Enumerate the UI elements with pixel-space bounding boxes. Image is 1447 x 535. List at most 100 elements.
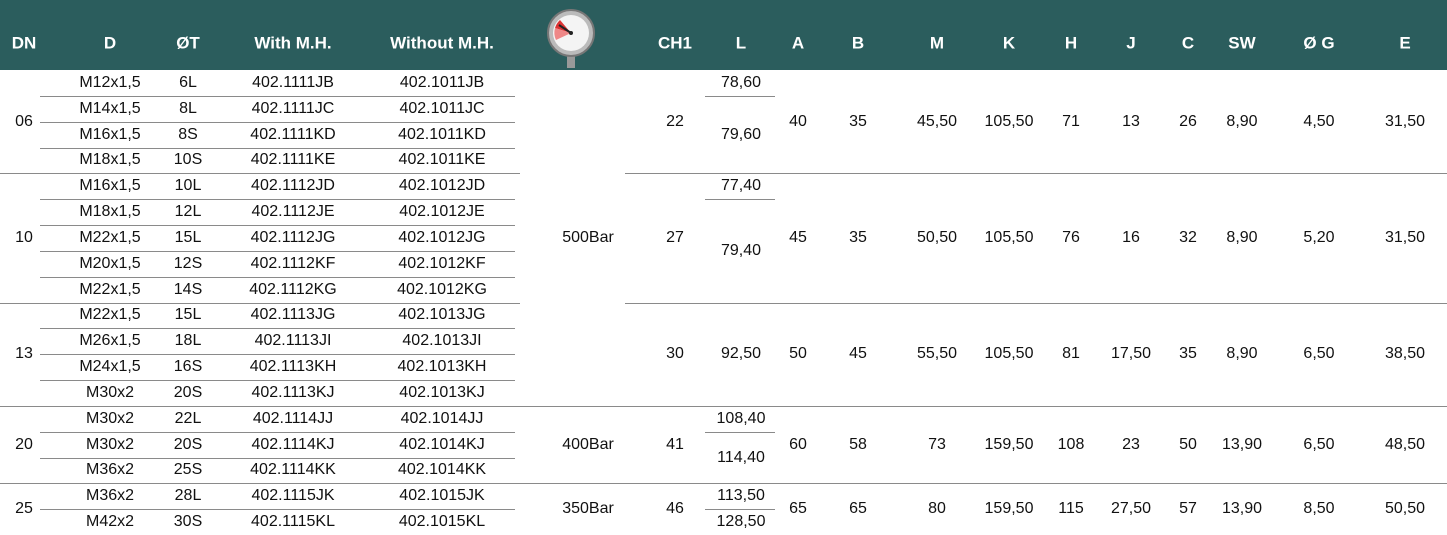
cell: 16S xyxy=(174,359,202,375)
dn: 20 xyxy=(15,437,33,453)
h: 108 xyxy=(1058,437,1085,453)
column-header: DN xyxy=(12,35,37,52)
l-value: 128,50 xyxy=(717,514,766,530)
cell: 12S xyxy=(174,256,202,272)
ch1: 30 xyxy=(666,346,684,362)
cell: 402.1014KJ xyxy=(399,437,484,453)
l-value: 79,60 xyxy=(721,127,761,143)
group-rule xyxy=(0,483,1447,484)
column-header: ØT xyxy=(176,35,200,52)
cell: 20S xyxy=(174,437,202,453)
l-value: 78,60 xyxy=(721,75,761,91)
cell: 402.1112JG xyxy=(251,230,336,246)
cell: 402.1011JC xyxy=(399,101,484,117)
b: 45 xyxy=(849,346,867,362)
cell: 8S xyxy=(178,127,198,143)
cell: 10S xyxy=(174,152,202,168)
cell: 402.1013KJ xyxy=(399,385,484,401)
cell: 6L xyxy=(179,75,197,91)
dn: 10 xyxy=(15,230,33,246)
cell: 402.1111KE xyxy=(251,152,336,168)
column-header: L xyxy=(736,35,746,52)
b: 35 xyxy=(849,230,867,246)
group-rule xyxy=(0,173,520,174)
j: 13 xyxy=(1122,114,1140,130)
pressure: 400Bar xyxy=(562,437,614,453)
cell: M42x2 xyxy=(86,514,134,530)
a: 45 xyxy=(789,230,807,246)
sw: 8,90 xyxy=(1226,346,1257,362)
group-rule xyxy=(625,173,1447,174)
cell: 402.1113JG xyxy=(251,307,336,323)
cell: 402.1013JI xyxy=(402,333,481,349)
a: 65 xyxy=(789,501,807,517)
cell: 402.1113KH xyxy=(250,359,337,375)
cell: M20x1,5 xyxy=(79,256,140,272)
cell: 402.1011KE xyxy=(399,152,486,168)
dn: 13 xyxy=(15,346,33,362)
column-header: SW xyxy=(1228,35,1255,52)
row-rule xyxy=(40,122,515,123)
row-rule xyxy=(40,328,515,329)
e: 50,50 xyxy=(1385,501,1425,517)
cell: 402.1014JJ xyxy=(401,411,484,427)
cell: 402.1114JJ xyxy=(253,411,333,427)
og: 8,50 xyxy=(1303,501,1334,517)
e: 31,50 xyxy=(1385,230,1425,246)
row-rule xyxy=(40,148,515,149)
og: 6,50 xyxy=(1303,346,1334,362)
cell: 14S xyxy=(174,282,202,298)
group-rule xyxy=(0,406,1447,407)
k: 105,50 xyxy=(985,346,1034,362)
cell: M14x1,5 xyxy=(79,101,140,117)
k: 105,50 xyxy=(985,230,1034,246)
l-rule xyxy=(705,432,775,433)
cell: 402.1111KD xyxy=(250,127,335,143)
ch1: 22 xyxy=(666,114,684,130)
c: 50 xyxy=(1179,437,1197,453)
row-rule xyxy=(40,432,515,433)
column-header: A xyxy=(792,35,804,52)
column-header: D xyxy=(104,35,116,52)
cell: 402.1115JK xyxy=(251,488,334,504)
cell: 25S xyxy=(174,462,202,478)
cell: M22x1,5 xyxy=(79,230,140,246)
ch1: 46 xyxy=(666,501,684,517)
column-header: J xyxy=(1126,35,1135,52)
h: 76 xyxy=(1062,230,1080,246)
pressure: 350Bar xyxy=(562,501,614,517)
column-header: K xyxy=(1003,35,1015,52)
group-rule xyxy=(0,303,520,304)
h: 71 xyxy=(1062,114,1080,130)
column-header: CH1 xyxy=(658,35,692,52)
cell: M18x1,5 xyxy=(79,204,140,220)
cell: 15L xyxy=(175,230,202,246)
row-rule xyxy=(40,380,515,381)
cell: M18x1,5 xyxy=(79,152,140,168)
pressure: 500Bar xyxy=(562,230,614,246)
j: 23 xyxy=(1122,437,1140,453)
l-rule xyxy=(705,199,775,200)
row-rule xyxy=(40,458,515,459)
cell: 402.1012KG xyxy=(397,282,487,298)
b: 58 xyxy=(849,437,867,453)
ch1: 27 xyxy=(666,230,684,246)
j: 17,50 xyxy=(1111,346,1151,362)
a: 60 xyxy=(789,437,807,453)
cell: 402.1114KK xyxy=(250,462,336,478)
l-value: 79,40 xyxy=(721,243,761,259)
cell: M12x1,5 xyxy=(79,75,140,91)
a: 40 xyxy=(789,114,807,130)
column-header: H xyxy=(1065,35,1077,52)
cell: 18L xyxy=(175,333,202,349)
k: 159,50 xyxy=(985,437,1034,453)
m: 55,50 xyxy=(917,346,957,362)
cell: 28L xyxy=(175,488,202,504)
cell: M26x1,5 xyxy=(79,333,140,349)
cell: M24x1,5 xyxy=(79,359,140,375)
sw: 13,90 xyxy=(1222,437,1262,453)
cell: 402.1013JG xyxy=(398,307,485,323)
l-rule xyxy=(705,96,775,97)
og: 6,50 xyxy=(1303,437,1334,453)
j: 16 xyxy=(1122,230,1140,246)
